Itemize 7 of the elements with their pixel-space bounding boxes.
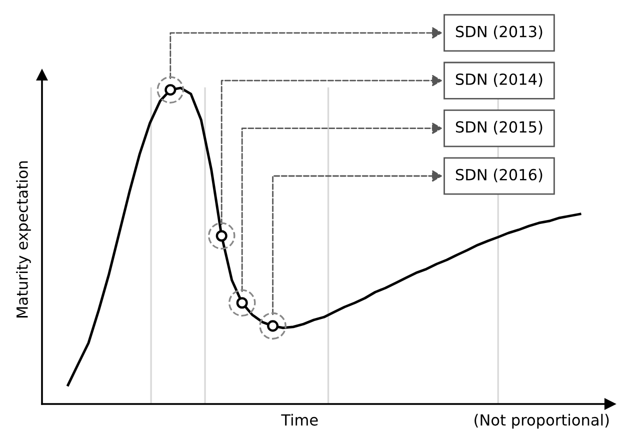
y-axis-title: Maturity expectation xyxy=(16,161,31,318)
x-axis-title: Time xyxy=(281,414,318,426)
annotation: SDN (2016) xyxy=(456,168,542,182)
text: SDN (2013) xyxy=(456,26,542,40)
text: (Not proportional) xyxy=(474,414,609,429)
text: SDN (2014) xyxy=(456,73,542,87)
annotation: SDN (2015) xyxy=(456,120,542,135)
